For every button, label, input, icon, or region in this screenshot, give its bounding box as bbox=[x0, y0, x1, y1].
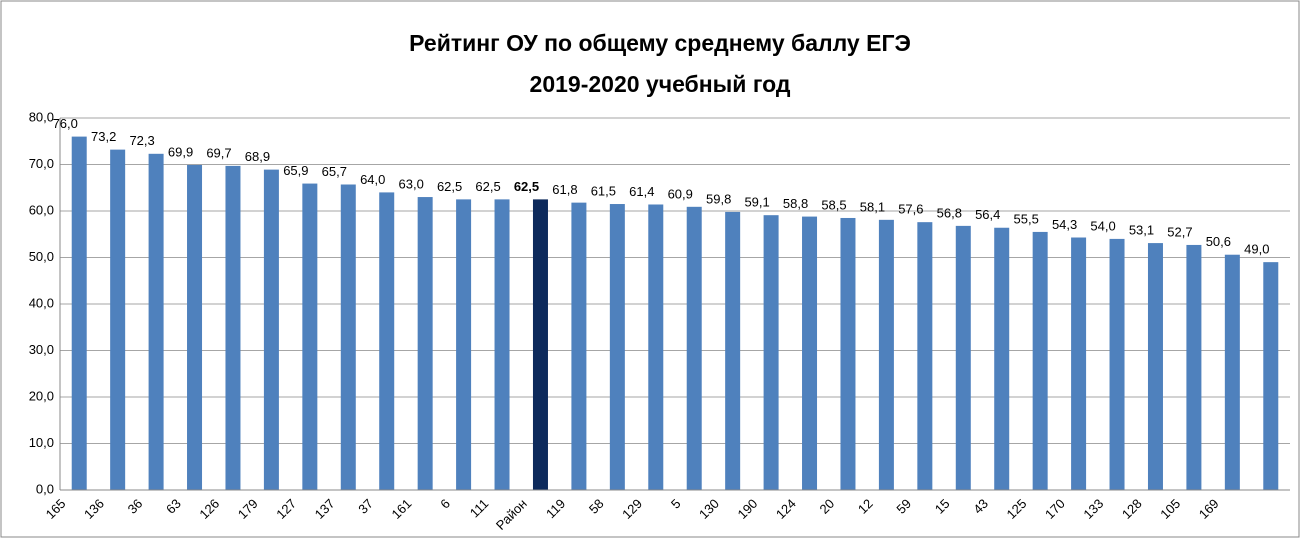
y-tick-label: 10,0 bbox=[29, 435, 54, 450]
bar bbox=[1147, 243, 1163, 490]
value-label: 61,8 bbox=[552, 182, 577, 197]
y-tick-label: 70,0 bbox=[29, 156, 54, 171]
bar bbox=[1224, 254, 1240, 490]
bar bbox=[302, 183, 318, 490]
bar bbox=[917, 222, 933, 490]
value-label: 58,1 bbox=[860, 199, 885, 214]
value-label: 62,5 bbox=[475, 179, 500, 194]
value-label: 56,8 bbox=[937, 205, 962, 220]
value-label: 68,9 bbox=[245, 149, 270, 164]
value-label: 72,3 bbox=[129, 133, 154, 148]
value-label: 65,9 bbox=[283, 163, 308, 178]
bar bbox=[1186, 244, 1202, 490]
bar bbox=[340, 184, 356, 490]
value-label: 59,8 bbox=[706, 191, 731, 206]
value-label: 54,3 bbox=[1052, 217, 1077, 232]
value-label: 59,1 bbox=[744, 195, 769, 210]
value-label: 52,7 bbox=[1167, 224, 1192, 239]
value-label: 62,5 bbox=[437, 179, 462, 194]
y-tick-label: 80,0 bbox=[29, 109, 54, 124]
value-label: 50,6 bbox=[1206, 234, 1231, 249]
bar bbox=[840, 217, 856, 490]
value-label: 58,8 bbox=[783, 196, 808, 211]
bar bbox=[379, 192, 395, 490]
value-label: 61,5 bbox=[591, 183, 616, 198]
bar bbox=[110, 149, 126, 490]
bar bbox=[878, 219, 894, 490]
value-label: 63,0 bbox=[399, 176, 424, 191]
bar bbox=[1263, 262, 1279, 490]
bar bbox=[571, 202, 587, 490]
bar bbox=[725, 211, 741, 490]
bar bbox=[263, 169, 279, 491]
y-tick-label: 20,0 bbox=[29, 388, 54, 403]
value-label: 76,0 bbox=[53, 116, 78, 131]
bar bbox=[686, 206, 702, 490]
chart-title: Рейтинг ОУ по общему среднему баллу ЕГЭ bbox=[409, 30, 911, 56]
value-label: 62,5 bbox=[514, 179, 539, 194]
value-label: 60,9 bbox=[668, 186, 693, 201]
value-label: 53,1 bbox=[1129, 223, 1154, 238]
bar bbox=[417, 197, 433, 491]
chart-subtitle: 2019-2020 учебный год bbox=[530, 71, 791, 97]
bar bbox=[494, 199, 510, 490]
value-label: 69,7 bbox=[206, 145, 231, 160]
bar bbox=[1109, 238, 1125, 490]
y-tick-label: 30,0 bbox=[29, 342, 54, 357]
y-tick-label: 50,0 bbox=[29, 249, 54, 264]
value-label: 56,4 bbox=[975, 207, 1000, 222]
bar bbox=[994, 227, 1010, 491]
bar bbox=[609, 204, 625, 490]
bar bbox=[71, 136, 87, 490]
value-label: 54,0 bbox=[1090, 218, 1115, 233]
bar bbox=[955, 225, 971, 490]
value-label: 64,0 bbox=[360, 172, 385, 187]
bar bbox=[532, 199, 548, 490]
bar bbox=[148, 153, 164, 490]
value-label: 55,5 bbox=[1014, 211, 1039, 226]
bar bbox=[763, 215, 779, 490]
value-label: 65,7 bbox=[322, 164, 347, 179]
bar bbox=[1032, 231, 1048, 491]
value-label: 57,6 bbox=[898, 202, 923, 217]
bar bbox=[802, 216, 818, 490]
value-label: 73,2 bbox=[91, 129, 116, 144]
bar bbox=[456, 199, 472, 490]
y-tick-label: 40,0 bbox=[29, 295, 54, 310]
bar bbox=[187, 164, 203, 490]
value-label: 58,5 bbox=[821, 197, 846, 212]
y-tick-label: 0,0 bbox=[36, 481, 54, 496]
bar bbox=[225, 165, 241, 490]
bar bbox=[648, 204, 664, 491]
y-tick-label: 60,0 bbox=[29, 202, 54, 217]
value-label: 49,0 bbox=[1244, 242, 1269, 257]
value-label: 61,4 bbox=[629, 184, 654, 199]
value-label: 69,9 bbox=[168, 144, 193, 159]
bar bbox=[1071, 237, 1087, 490]
